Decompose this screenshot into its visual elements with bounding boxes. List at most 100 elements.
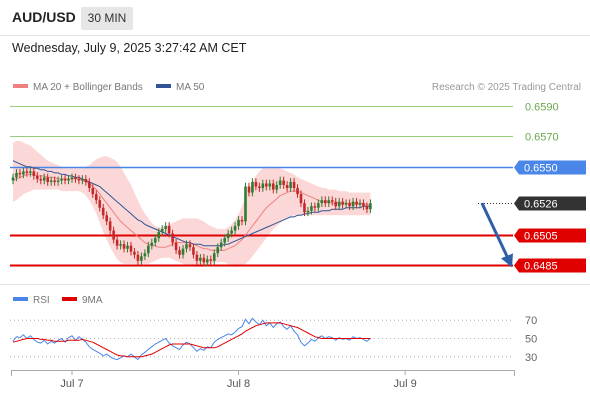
legend-ma50-swatch [156,84,171,88]
candle [98,196,102,212]
candle [188,240,192,251]
legend-rsi-ma-label: 9MA [82,295,103,306]
candle-body [209,259,213,261]
header-bar: AUD/USD 30 MIN [0,0,590,36]
candle [303,199,306,217]
candle [254,178,258,191]
candle-body [46,177,49,182]
candle [164,222,167,233]
candle [324,196,327,207]
candle-body [271,183,275,190]
candle-body [129,245,133,252]
candle [206,255,209,267]
candle [278,176,282,189]
timeframe-button[interactable]: 30 MIN [81,7,133,30]
candle-body [282,180,285,185]
candle-body [136,254,140,261]
candle [202,254,206,267]
candle-body [133,251,136,255]
candle-body [164,225,167,229]
candle [140,252,143,265]
candle-body [147,245,150,254]
candle [341,197,344,209]
candle [344,199,348,209]
candle [334,197,338,211]
legend-rsi-label: RSI [33,295,50,306]
candle [91,184,95,198]
candle [101,203,105,220]
candle [67,175,70,185]
timestamp: Wednesday, July 9, 2025 3:27:42 AM CET [12,41,247,55]
candle [42,173,46,185]
price-levels [10,106,513,267]
candle-body [25,171,29,173]
candle [53,176,56,186]
level-label-0.6485: 0.6485 [524,261,558,273]
candle [18,169,22,179]
candle-body [181,248,185,255]
candle-body [202,257,206,263]
candle [362,199,365,211]
candle-body [15,172,18,178]
candle-body [39,178,43,181]
ma50-line [12,160,371,247]
rsi-tick-label: 70 [525,315,537,327]
candle [337,197,341,211]
candle-body [74,177,77,179]
main-legend: MA 20 + Bollinger Bands MA 50 Research ©… [13,82,581,93]
candle-body [115,239,119,246]
candle [153,234,157,247]
candle [369,199,372,214]
candle-body [160,228,164,233]
candle-body [240,219,244,222]
level-label-0.6505: 0.6505 [524,231,558,243]
candle [122,240,126,253]
candle-body [212,253,216,261]
candle [25,167,29,177]
candle [351,197,355,211]
candle [271,179,275,194]
candle-body [199,257,202,261]
candle [147,241,150,258]
candle-body [299,194,303,204]
rsi-tick-label: 50 [525,334,537,346]
candle [39,175,43,185]
rsi-ma-line [12,322,371,358]
x-tick-label: Jul 7 [60,378,83,390]
candle-body [358,203,362,205]
candle-body [261,183,265,189]
candle [11,173,15,185]
candle-body [226,233,230,239]
candle-body [167,225,171,234]
candle [320,196,324,207]
candle-body [313,206,317,208]
candle [60,175,63,185]
candle-body [140,256,143,261]
level-tag-box [514,160,586,175]
candle-body [94,194,98,201]
candle [275,181,279,194]
candle [74,173,77,183]
rsi-legend: RSI 9MA [13,295,103,306]
candle [247,182,251,197]
candle-body [178,250,181,255]
level-tag-box [514,228,586,243]
candle [167,222,171,238]
candle [56,176,60,186]
legend-ma50-label: MA 50 [176,82,205,93]
legend-ma20-swatch [13,84,28,88]
candle-body [348,203,351,207]
candle-body [230,230,233,234]
candle [306,206,310,217]
rsi-line [12,317,371,361]
candle-body [306,210,310,213]
candle-body [324,200,327,204]
symbol-label: AUD/USD [12,9,76,25]
level-tag-0.6505: 0.6505 [514,228,586,243]
candle-body [126,245,129,249]
rsi-tick-label: 30 [525,352,537,364]
candle-body [42,177,46,181]
level-tag-0.6550: 0.6550 [514,160,586,175]
candle-body [337,201,341,207]
candle-body [206,259,209,263]
